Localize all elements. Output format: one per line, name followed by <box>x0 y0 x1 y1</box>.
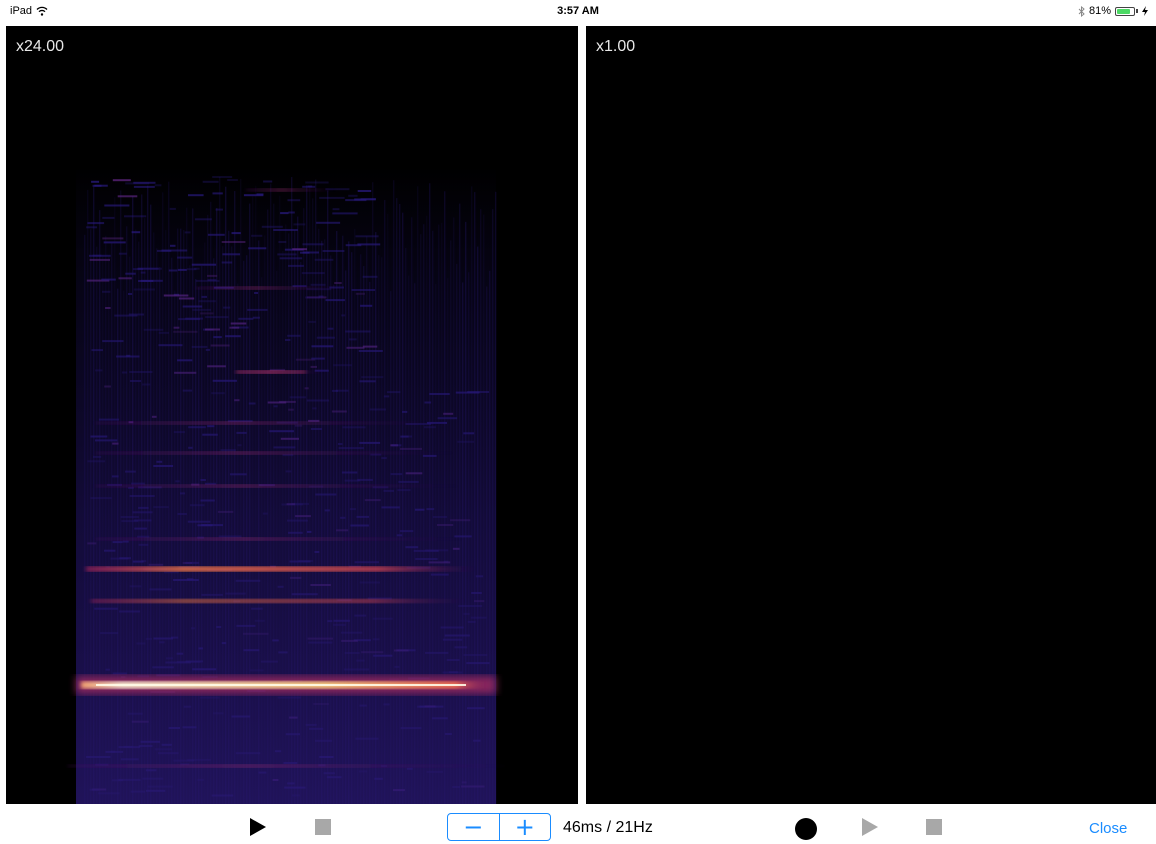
status-bar: iPad 3:57 AM 81% <box>0 0 1156 24</box>
harmonic-band <box>196 286 346 290</box>
device-name: iPad <box>10 5 33 17</box>
spectrogram-left[interactable]: x24.00 <box>6 26 578 804</box>
battery-tip <box>1136 9 1138 13</box>
spectrogram-right[interactable]: x1.00 <box>586 26 1156 804</box>
increment-button[interactable]: + <box>514 813 535 841</box>
harmonic-band <box>96 537 466 541</box>
record-icon[interactable] <box>795 818 817 840</box>
resolution-readout: 46ms / 21Hz <box>563 819 653 836</box>
battery-icon <box>1115 6 1135 16</box>
harmonic-band <box>246 188 336 192</box>
battery-level-fill <box>1117 8 1130 14</box>
stop-icon[interactable] <box>315 819 331 835</box>
harmonic-band <box>91 599 466 603</box>
resolution-stepper: − + <box>447 813 551 841</box>
charging-icon <box>1142 6 1148 16</box>
status-left: iPad <box>10 5 48 17</box>
spectrogram-left-canvas <box>6 26 578 804</box>
harmonic-band <box>236 370 306 374</box>
bottom-toolbar: − + 46ms / 21Hz Close <box>0 806 1156 844</box>
bluetooth-icon <box>1078 5 1085 17</box>
harmonic-band <box>86 566 476 572</box>
spectrogram-harmonics <box>68 188 521 768</box>
zoom-level-right: x1.00 <box>596 38 636 55</box>
close-button[interactable]: Close <box>1089 820 1128 837</box>
harmonic-band <box>96 451 456 455</box>
stop-icon[interactable] <box>926 819 942 835</box>
stepper-divider <box>498 814 500 840</box>
battery-percent: 81% <box>1088 5 1111 17</box>
zoom-level-left: x24.00 <box>16 38 65 55</box>
harmonic-band <box>68 764 521 768</box>
status-right: 81% <box>1078 5 1148 17</box>
status-time: 3:57 AM <box>557 5 599 17</box>
decrement-button[interactable]: − <box>463 813 484 841</box>
fundamental-core <box>96 684 466 686</box>
harmonic-band <box>96 484 461 488</box>
harmonic-band <box>96 421 446 425</box>
play-icon[interactable] <box>862 818 878 836</box>
play-icon[interactable] <box>250 818 266 836</box>
wifi-icon <box>36 6 48 16</box>
